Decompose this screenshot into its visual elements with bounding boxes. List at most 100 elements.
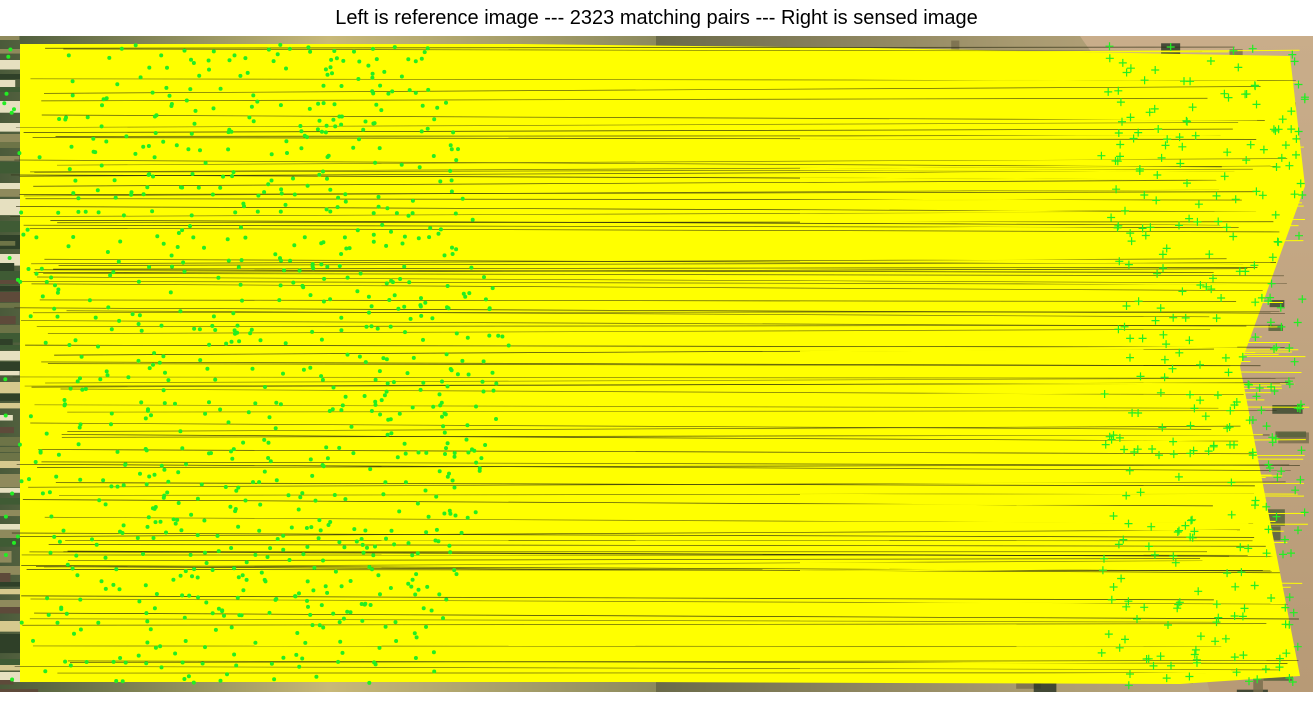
keypoint-dot bbox=[345, 275, 350, 280]
keypoint-cross bbox=[1229, 46, 1238, 55]
keypoint-cross bbox=[1252, 100, 1261, 109]
keypoint-dot bbox=[218, 86, 223, 91]
keypoint-dot bbox=[143, 416, 148, 421]
keypoint-cross bbox=[1141, 231, 1150, 240]
keypoint-dot bbox=[416, 450, 421, 455]
keypoint-dot bbox=[162, 467, 167, 472]
keypoint-dot bbox=[284, 139, 289, 144]
keypoint-dot bbox=[192, 121, 197, 126]
keypoint-dot bbox=[182, 615, 187, 620]
keypoint-dot bbox=[343, 199, 348, 204]
keypoint-dot bbox=[236, 575, 241, 580]
keypoint-dot bbox=[71, 235, 76, 239]
keypoint-dot bbox=[159, 323, 164, 328]
keypoint-dot bbox=[243, 56, 248, 61]
keypoint-dot bbox=[272, 677, 277, 682]
keypoint-dot bbox=[277, 298, 282, 303]
keypoint-dot bbox=[159, 53, 164, 58]
keypoint-dot bbox=[226, 147, 231, 152]
keypoint-dot bbox=[403, 451, 408, 456]
keypoint-dot bbox=[166, 479, 171, 484]
keypoint-dot bbox=[378, 592, 382, 597]
keypoint-dot bbox=[391, 380, 396, 385]
keypoint-dot bbox=[137, 599, 142, 604]
keypoint-dot bbox=[189, 213, 194, 218]
field-patch bbox=[0, 437, 24, 446]
keypoint-dot bbox=[469, 265, 474, 270]
field-patch bbox=[1253, 677, 1263, 692]
keypoint-dot bbox=[424, 624, 428, 629]
keypoint-dot bbox=[332, 102, 337, 107]
keypoint-dot bbox=[431, 404, 436, 409]
keypoint-dot bbox=[271, 59, 276, 64]
keypoint-dot bbox=[59, 605, 64, 610]
keypoint-cross bbox=[1196, 281, 1205, 289]
keypoint-dot bbox=[321, 83, 326, 88]
keypoint-dot bbox=[180, 446, 185, 451]
keypoint-dot bbox=[245, 70, 250, 75]
keypoint-dot bbox=[175, 517, 180, 522]
keypoint-dot bbox=[323, 584, 328, 589]
keypoint-dot bbox=[213, 328, 218, 332]
keypoint-cross bbox=[1272, 512, 1281, 521]
keypoint-cross bbox=[1135, 167, 1144, 175]
keypoint-dot bbox=[241, 440, 246, 445]
field-patch bbox=[0, 280, 23, 285]
keypoint-dot bbox=[162, 401, 167, 406]
field-patch bbox=[0, 488, 37, 493]
keypoint-cross bbox=[1194, 587, 1203, 596]
match-line bbox=[36, 276, 1287, 284]
keypoint-dot bbox=[288, 258, 293, 263]
match-line bbox=[799, 348, 1211, 352]
keypoint-cross bbox=[1287, 549, 1295, 558]
keypoint-cross bbox=[1212, 600, 1221, 609]
keypoint-cross bbox=[1217, 294, 1226, 302]
keypoint-dot bbox=[367, 680, 372, 685]
keypoint-dot bbox=[171, 517, 176, 522]
keypoint-dot bbox=[164, 85, 169, 90]
keypoint-dot bbox=[12, 107, 16, 112]
match-line bbox=[799, 301, 1284, 304]
keypoint-dot bbox=[18, 279, 23, 284]
field-patch bbox=[0, 142, 39, 148]
keypoint-dot bbox=[195, 496, 200, 501]
keypoint-dot bbox=[278, 283, 283, 288]
keypoint-dot bbox=[151, 536, 156, 540]
keypoint-dot bbox=[321, 101, 326, 106]
keypoint-dot bbox=[316, 101, 321, 106]
keypoint-cross bbox=[1261, 665, 1270, 674]
keypoint-dot bbox=[266, 440, 271, 445]
keypoint-dot bbox=[161, 139, 166, 144]
keypoint-dot bbox=[64, 611, 69, 616]
keypoint-dot bbox=[56, 287, 61, 292]
keypoint-cross bbox=[1281, 141, 1290, 150]
keypoint-dot bbox=[324, 123, 329, 128]
keypoint-dot bbox=[384, 281, 389, 286]
keypoint-dot bbox=[273, 252, 278, 257]
keypoint-dot bbox=[436, 231, 441, 236]
match-line bbox=[33, 179, 1217, 187]
keypoint-dot bbox=[151, 174, 155, 179]
keypoint-cross bbox=[1124, 597, 1133, 606]
keypoint-dot bbox=[425, 126, 430, 131]
keypoint-dot bbox=[6, 54, 11, 59]
keypoint-dot bbox=[406, 213, 411, 218]
keypoint-dot bbox=[70, 566, 75, 571]
match-line bbox=[799, 188, 1233, 192]
keypoint-dot bbox=[104, 139, 109, 144]
keypoint-dot bbox=[321, 558, 325, 563]
match-line bbox=[799, 572, 1223, 575]
keypoint-dot bbox=[355, 228, 360, 233]
keypoint-dot bbox=[95, 188, 100, 193]
keypoint-cross bbox=[1265, 464, 1274, 472]
keypoint-dot bbox=[15, 534, 20, 539]
keypoint-dot bbox=[224, 341, 229, 346]
keypoint-dot bbox=[302, 235, 307, 240]
keypoint-dot bbox=[100, 103, 104, 108]
keypoint-dot bbox=[210, 611, 215, 616]
keypoint-dot bbox=[43, 340, 48, 345]
keypoint-cross bbox=[1193, 658, 1201, 667]
keypoint-dot bbox=[410, 553, 415, 558]
match-line bbox=[799, 510, 1222, 515]
keypoint-dot bbox=[99, 579, 104, 584]
